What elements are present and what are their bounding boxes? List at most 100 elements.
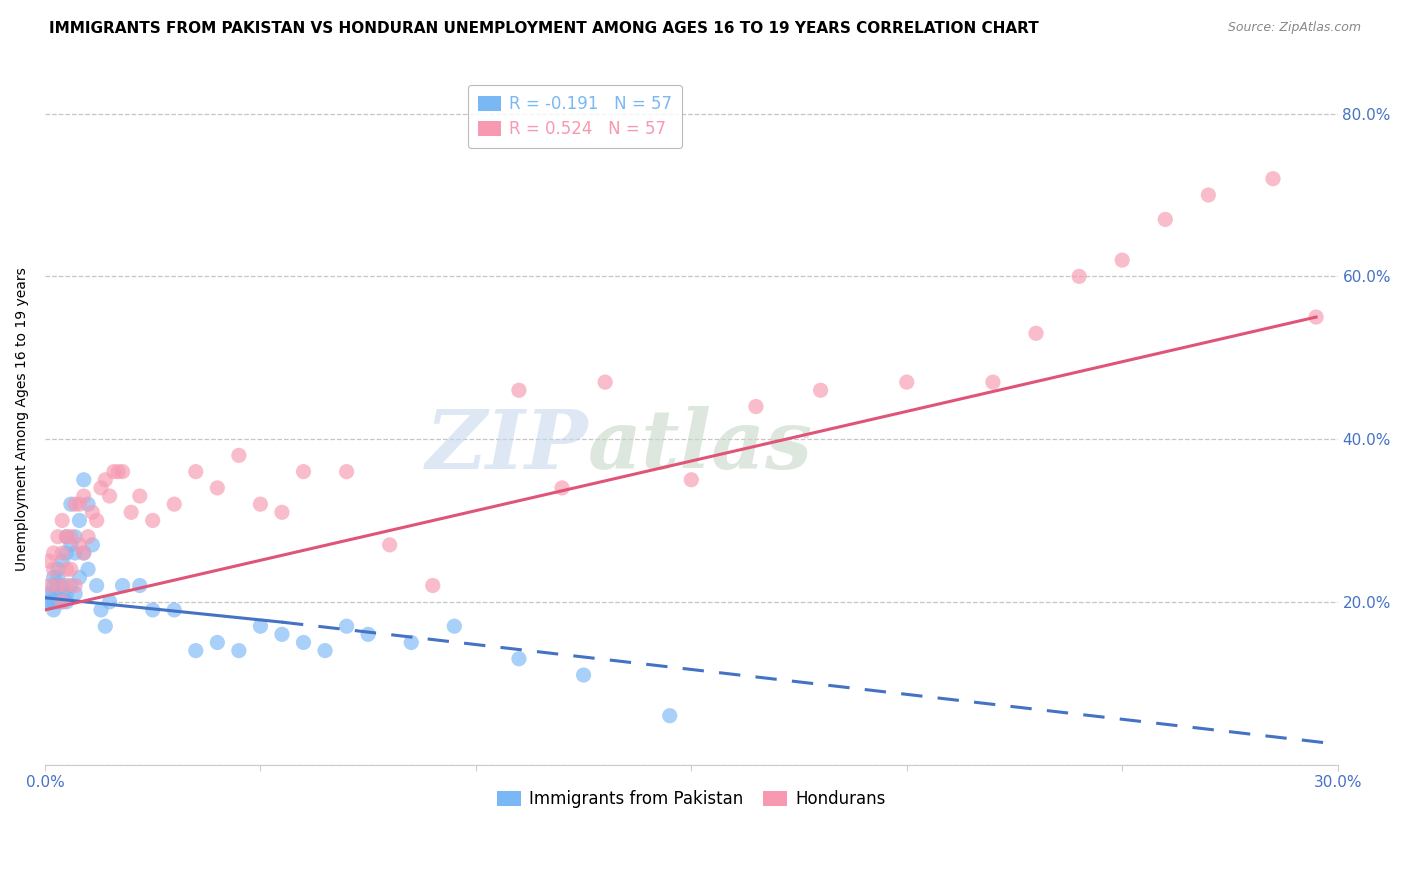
Point [1025,326,1047,341]
Point [336,619,359,633]
Point [55,578,77,592]
Point [46,587,69,601]
Point [336,465,359,479]
Point [46,595,69,609]
Point [42,603,65,617]
Point [63,587,86,601]
Point [422,578,444,592]
Point [228,643,250,657]
Point [207,635,229,649]
Point [128,578,150,592]
Point [292,635,315,649]
Point [46,578,69,592]
Point [163,497,186,511]
Point [51,513,73,527]
Point [38,587,60,601]
Point [59,538,82,552]
Point [51,578,73,592]
Point [55,530,77,544]
Point [63,578,86,592]
Point [249,497,271,511]
Point [63,546,86,560]
Point [207,481,229,495]
Point [1069,269,1091,284]
Point [681,473,703,487]
Point [59,562,82,576]
Point [378,538,401,552]
Point [42,595,65,609]
Point [51,587,73,601]
Point [111,578,134,592]
Point [314,643,336,657]
Point [42,587,65,601]
Point [38,595,60,609]
Point [42,562,65,576]
Point [55,587,77,601]
Point [98,489,121,503]
Text: IMMIGRANTS FROM PAKISTAN VS HONDURAN UNEMPLOYMENT AMONG AGES 16 TO 19 YEARS CORR: IMMIGRANTS FROM PAKISTAN VS HONDURAN UNE… [49,21,1039,36]
Point [271,627,294,641]
Point [107,465,129,479]
Point [163,603,186,617]
Point [63,497,86,511]
Point [55,546,77,560]
Point [551,481,574,495]
Point [63,530,86,544]
Point [51,554,73,568]
Point [658,708,681,723]
Point [69,538,91,552]
Point [59,578,82,592]
Point [1111,253,1133,268]
Point [59,497,82,511]
Point [810,384,832,398]
Point [572,668,595,682]
Point [46,562,69,576]
Point [46,578,69,592]
Text: atlas: atlas [588,407,813,486]
Point [82,538,104,552]
Point [120,505,142,519]
Point [51,595,73,609]
Point [86,513,108,527]
Point [142,513,165,527]
Point [98,595,121,609]
Point [292,465,315,479]
Point [508,652,530,666]
Point [38,578,60,592]
Point [73,489,96,503]
Point [77,562,100,576]
Point [73,473,96,487]
Point [46,578,69,592]
Point [55,562,77,576]
Point [82,505,104,519]
Point [399,635,422,649]
Point [46,530,69,544]
Point [90,481,112,495]
Point [1197,188,1219,202]
Point [184,465,207,479]
Text: ZIP: ZIP [425,407,588,486]
Point [896,375,918,389]
Point [357,627,380,641]
Point [55,595,77,609]
Point [981,375,1004,389]
Point [69,570,91,584]
Y-axis label: Unemployment Among Ages 16 to 19 years: Unemployment Among Ages 16 to 19 years [15,267,30,571]
Point [38,595,60,609]
Point [249,619,271,633]
Point [42,570,65,584]
Point [745,400,768,414]
Point [1261,171,1284,186]
Point [94,473,117,487]
Point [59,530,82,544]
Point [51,595,73,609]
Point [51,546,73,560]
Point [42,578,65,592]
Point [228,448,250,462]
Point [77,530,100,544]
Point [69,513,91,527]
Point [508,384,530,398]
Point [103,465,125,479]
Point [271,505,294,519]
Point [77,497,100,511]
